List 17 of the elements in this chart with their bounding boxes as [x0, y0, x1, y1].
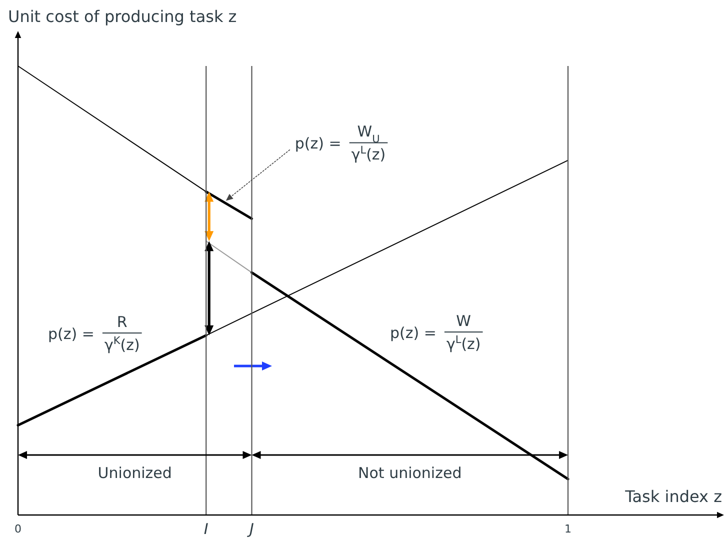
annotation: Unionized: [98, 464, 172, 482]
annotation: γ$^{K}$(z): [104, 335, 140, 354]
x-tick-label: J: [246, 520, 254, 538]
x-tick-label: 0: [14, 522, 22, 536]
annotation: p(z) =: [48, 325, 94, 343]
x-tick-label: 1: [564, 522, 572, 536]
annotation: γ$^{L}$(z): [351, 144, 386, 164]
x-axis-title: Task index z: [624, 487, 722, 506]
x-tick-label: I: [204, 520, 209, 538]
y-axis-title: Unit cost of producing task z: [8, 7, 237, 26]
annotation: R: [116, 313, 128, 331]
annotation: Not unionized: [358, 464, 462, 482]
annotation: p(z) =: [390, 324, 436, 342]
annotation: W: [456, 312, 472, 330]
annotation: p(z) =: [294, 134, 342, 153]
annotation: γ$^{L}$(z): [446, 334, 481, 353]
annotation: W$_{U}$: [357, 122, 380, 146]
